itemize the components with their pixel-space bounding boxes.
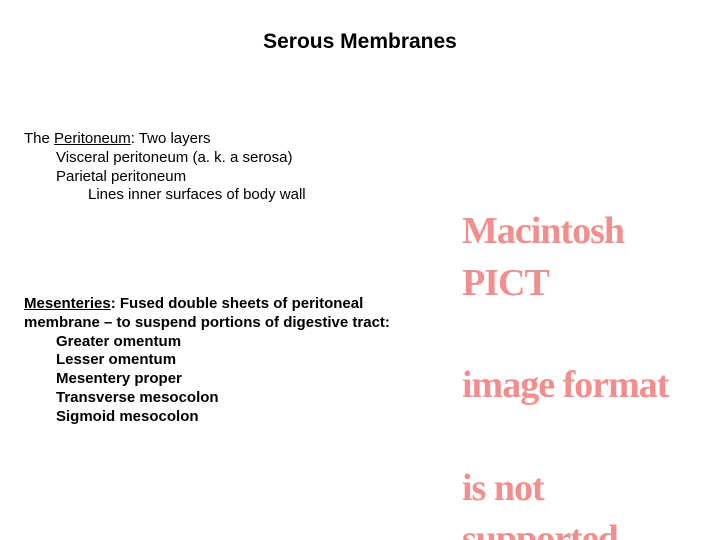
text-prefix: The: [24, 130, 54, 147]
text-underlined: Mesenteries: [24, 295, 111, 312]
peritoneum-line: Parietal peritoneum: [24, 168, 424, 187]
section-peritoneum: The Peritoneum: Two layers Visceral peri…: [24, 130, 424, 205]
text-suffix: : Two layers: [131, 130, 211, 147]
mesenteries-item: Mesentery proper: [24, 370, 424, 389]
peritoneum-line: Visceral peritoneum (a. k. a serosa): [24, 149, 424, 168]
section-mesenteries: Mesenteries: Fused double sheets of peri…: [24, 295, 424, 426]
text-underlined: Peritoneum: [54, 130, 131, 147]
placeholder-line: Macintosh PICT: [462, 206, 702, 309]
mesenteries-item: Greater omentum: [24, 333, 424, 352]
slide: Serous Membranes The Peritoneum: Two lay…: [0, 0, 720, 540]
peritoneum-line: Lines inner surfaces of body wall: [24, 186, 424, 205]
peritoneum-heading: The Peritoneum: Two layers: [24, 130, 424, 149]
mesenteries-item: Lesser omentum: [24, 351, 424, 370]
slide-title: Serous Membranes: [0, 30, 720, 54]
pict-placeholder: Macintosh PICT image format is not suppo…: [462, 155, 702, 540]
mesenteries-item: Sigmoid mesocolon: [24, 408, 424, 427]
body-text: The Peritoneum: Two layers Visceral peri…: [24, 130, 424, 426]
placeholder-line: is not supported: [462, 463, 702, 540]
mesenteries-item: Transverse mesocolon: [24, 389, 424, 408]
placeholder-line: image format: [462, 360, 702, 411]
mesenteries-heading: Mesenteries: Fused double sheets of peri…: [24, 295, 424, 333]
